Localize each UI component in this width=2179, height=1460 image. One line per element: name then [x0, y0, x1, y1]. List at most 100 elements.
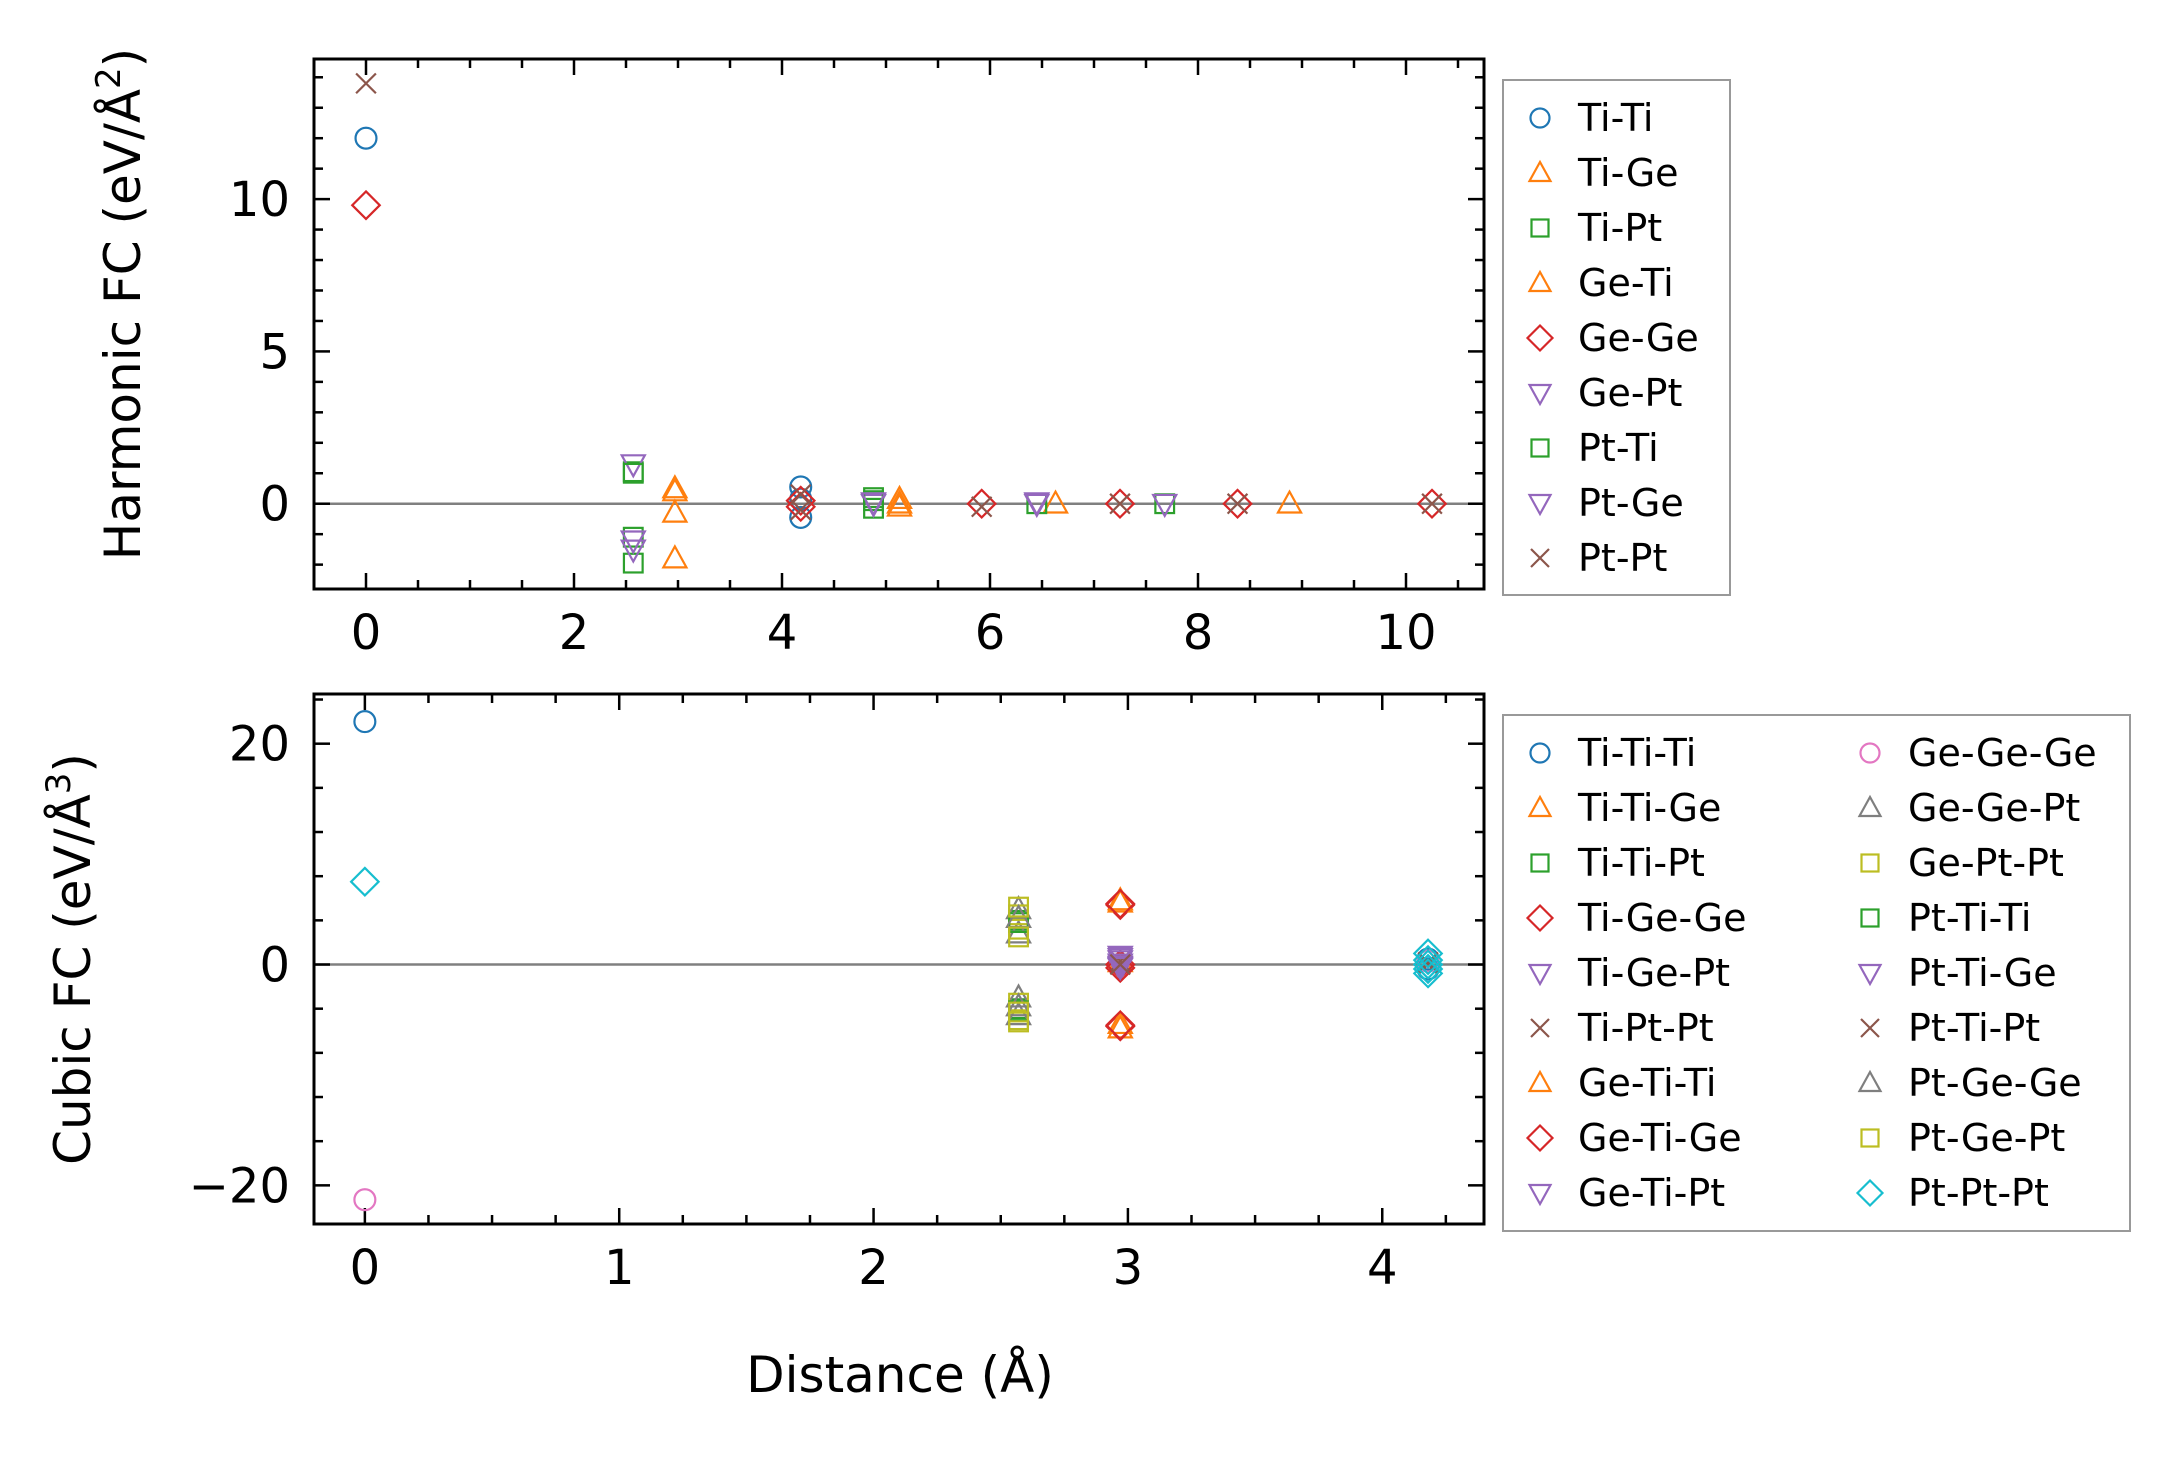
legend-marker	[1530, 1018, 1550, 1038]
x-tick-label: 6	[975, 605, 1006, 661]
legend-marker	[1857, 1069, 1883, 1093]
legend-marker	[1525, 1123, 1555, 1153]
x-tick-label: 0	[351, 605, 382, 661]
tick-labels: 0 2 4 6 8 10 0 5 10	[229, 172, 1437, 661]
data-point	[1005, 983, 1032, 1008]
legend-marker	[1530, 218, 1550, 238]
series-pt-ti-ge	[1106, 950, 1134, 980]
x-tick-label: 8	[1183, 605, 1214, 661]
data-point	[785, 485, 817, 516]
legend-marker	[1860, 1018, 1880, 1038]
data-point	[1412, 944, 1444, 976]
legend-item: Pt-Ge	[1527, 481, 1684, 525]
data-point	[860, 492, 887, 517]
legend-marker	[1527, 159, 1553, 183]
legend-marker	[1527, 383, 1553, 407]
legend-marker	[1855, 1178, 1885, 1208]
data-point	[353, 710, 377, 734]
series-pt-ti	[622, 462, 884, 512]
data-point	[1222, 488, 1253, 520]
data-point	[1023, 492, 1051, 517]
series-ge-pt-pt	[1008, 904, 1029, 1031]
legend-item: Ge-Ge-Pt	[1857, 786, 2080, 830]
series-pt-ge-pt	[1008, 896, 1029, 1033]
legend-marker	[1525, 323, 1555, 353]
data-point	[1412, 958, 1444, 989]
series-ge-ti-ti	[1106, 888, 1134, 1035]
legend-item: Pt-Ge-Ge	[1857, 1061, 2082, 1105]
data-point	[886, 489, 913, 514]
legend-item: Pt-Ti	[1530, 426, 1659, 470]
data-points	[350, 72, 1448, 574]
plot-frame	[312, 57, 1486, 591]
legend-item: Ti-Ge-Ge	[1525, 896, 1746, 940]
legend-item: Ti-Ge-Pt	[1527, 951, 1730, 995]
legend-label: Pt-Ti-Ti	[1908, 896, 2031, 940]
data-point	[1106, 950, 1134, 975]
legend-label: Ge-Ti-Ti	[1578, 1061, 1716, 1105]
series-pt-ge	[619, 492, 1051, 564]
data-point	[1104, 488, 1136, 520]
legend-label: Ge-Ge-Ge	[1908, 731, 2097, 775]
series-ge-ge-ge	[353, 949, 1440, 1212]
legend-frame	[1502, 79, 1731, 596]
legend-item: Ge-Ti	[1527, 261, 1674, 305]
legend-label: Pt-Ti-Ge	[1908, 951, 2057, 995]
series-pt-pt	[355, 72, 1443, 521]
legend-label: Ge-Pt	[1578, 371, 1682, 415]
legend-marker	[1527, 1069, 1553, 1093]
data-point	[622, 462, 644, 484]
legend-marker	[1860, 908, 1880, 928]
data-point	[1412, 938, 1444, 969]
legend-item: Pt-Ti-Ge	[1857, 951, 2057, 995]
legend-marker	[1529, 742, 1551, 764]
legend-marker	[1527, 794, 1553, 818]
data-point	[1106, 955, 1134, 980]
data-point	[1416, 488, 1448, 520]
legend-marker	[1860, 1128, 1880, 1148]
legend-frame	[1502, 714, 2131, 1232]
legend-label: Ti-Ti-Ti	[1577, 731, 1696, 775]
legend-marker	[1857, 794, 1883, 818]
y-tick-label: 10	[229, 172, 290, 228]
x-tick-label: 1	[604, 1240, 635, 1296]
data-point	[354, 126, 378, 150]
series-ge-ti	[661, 477, 913, 514]
legend-marker	[1857, 963, 1883, 987]
data-point	[1109, 953, 1131, 976]
cubic-fc-panel: 0 1 2 3 4 20 0 −20 Cubic FC (eV/Å3) Distance (Å…	[39, 692, 2131, 1404]
legend-label: Pt-Ge-Pt	[1908, 1116, 2065, 1160]
series-ti-ge	[661, 474, 1303, 569]
legend-label: Ti-Ti	[1577, 96, 1653, 140]
legend-item: Ti-Ti	[1529, 96, 1653, 140]
data-point	[1421, 493, 1443, 515]
data-point	[886, 492, 913, 517]
legend-item: Pt-Ge-Pt	[1860, 1116, 2065, 1160]
legend-label: Ti-Ge	[1577, 151, 1679, 195]
data-point	[1106, 1014, 1134, 1039]
legend-label: Ti-Ti-Ge	[1577, 786, 1721, 830]
legend-item: Pt-Pt	[1530, 536, 1667, 580]
plot-frame	[312, 692, 1486, 1226]
legend-label: Ge-Ti-Pt	[1578, 1171, 1725, 1215]
legend-item: Ti-Pt-Pt	[1530, 1006, 1714, 1050]
x-tick-label: 4	[767, 605, 798, 661]
series-pt-ti-pt	[1109, 951, 1439, 976]
y-tick-label: 0	[259, 477, 290, 533]
legend-marker	[1527, 269, 1553, 293]
data-point	[353, 1188, 377, 1212]
legend-label: Pt-Ge	[1578, 481, 1684, 525]
legend-label: Ge-Ge-Pt	[1908, 786, 2080, 830]
data-point	[1008, 896, 1029, 918]
y-tick-label: 20	[229, 717, 290, 773]
y-axis-label: Harmonic FC (eV/Å2)	[89, 48, 152, 560]
data-point	[619, 530, 647, 555]
data-point	[661, 477, 689, 502]
data-point	[1417, 951, 1439, 973]
data-point	[863, 490, 884, 512]
x-tick-label: 2	[858, 1240, 889, 1296]
data-point	[789, 505, 813, 529]
legend-item: Ge-Pt-Pt	[1860, 841, 2064, 885]
data-point	[1109, 493, 1131, 515]
legend-item: Pt-Pt-Pt	[1855, 1171, 2049, 1215]
